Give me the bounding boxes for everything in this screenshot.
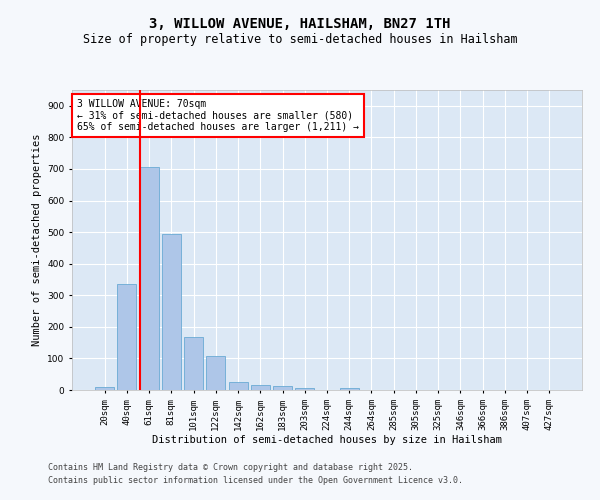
Y-axis label: Number of semi-detached properties: Number of semi-detached properties bbox=[32, 134, 41, 346]
Bar bbox=[95, 387, 114, 390]
Text: Size of property relative to semi-detached houses in Hailsham: Size of property relative to semi-detach… bbox=[83, 32, 517, 46]
Text: Contains HM Land Registry data © Crown copyright and database right 2025.: Contains HM Land Registry data © Crown c… bbox=[48, 464, 413, 472]
Text: 3 WILLOW AVENUE: 70sqm
← 31% of semi-detached houses are smaller (580)
65% of se: 3 WILLOW AVENUE: 70sqm ← 31% of semi-det… bbox=[77, 99, 359, 132]
Bar bbox=[140, 168, 158, 390]
Bar bbox=[206, 356, 225, 390]
Text: 3, WILLOW AVENUE, HAILSHAM, BN27 1TH: 3, WILLOW AVENUE, HAILSHAM, BN27 1TH bbox=[149, 18, 451, 32]
Bar bbox=[273, 386, 292, 390]
Bar bbox=[251, 384, 270, 390]
Bar bbox=[229, 382, 248, 390]
Bar bbox=[184, 337, 203, 390]
Bar bbox=[340, 388, 359, 390]
X-axis label: Distribution of semi-detached houses by size in Hailsham: Distribution of semi-detached houses by … bbox=[152, 436, 502, 446]
Bar bbox=[118, 284, 136, 390]
Bar bbox=[162, 234, 181, 390]
Bar bbox=[295, 388, 314, 390]
Text: Contains public sector information licensed under the Open Government Licence v3: Contains public sector information licen… bbox=[48, 476, 463, 485]
